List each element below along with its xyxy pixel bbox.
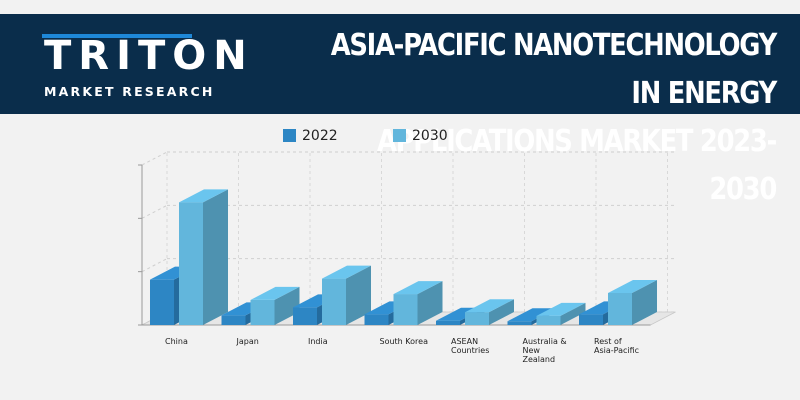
- bar-top-2030-3: [393, 281, 443, 295]
- logo-wordmark: TRITON: [44, 33, 254, 79]
- bar-side-2030-5: [560, 302, 586, 325]
- gridline-side: [141, 258, 168, 273]
- bar-top-2030-4: [465, 299, 514, 313]
- header-banner: TRITON MARKET RESEARCH ASIA-PACIFIC NANO…: [0, 14, 800, 207]
- bar-top-2030-0: [179, 189, 228, 203]
- bar-top-2022-5: [507, 308, 557, 322]
- bar-2022-5: [507, 321, 532, 325]
- bar-2030-2: [322, 278, 346, 325]
- bar-2022-6: [579, 314, 603, 325]
- bar-side-2030-4: [489, 299, 514, 325]
- x-tick-label: Japan: [236, 337, 259, 346]
- bar-2030-4: [465, 312, 489, 325]
- title-line-1: ASIA-PACIFIC NANOTECHNOLOGY IN ENERGY: [330, 28, 778, 111]
- legend-swatch-2022: [283, 129, 296, 142]
- bar-2030-0: [179, 202, 203, 325]
- legend-label-2022: 2022: [302, 128, 338, 144]
- gridline-side: [141, 204, 168, 219]
- x-tick-label: South Korea: [379, 337, 428, 346]
- bar-2022-3: [364, 314, 389, 325]
- bar-2030-1: [250, 299, 275, 325]
- x-tick-label: Australia & New Zealand: [522, 337, 567, 364]
- logo-accent-bar: [42, 34, 192, 38]
- bar-side-2030-6: [632, 280, 657, 325]
- bar-top-2030-6: [608, 280, 657, 293]
- legend-item-2030: 2030: [393, 128, 448, 144]
- page-title: ASIA-PACIFIC NANOTECHNOLOGY IN ENERGY AP…: [312, 22, 778, 214]
- gridline-side: [141, 151, 168, 166]
- x-tick-label: ASEAN Countries: [451, 337, 490, 355]
- bar-side-2030-2: [346, 265, 371, 325]
- x-tick-label: Rest of Asia-Pacific: [594, 337, 640, 355]
- x-tick-label: India: [308, 337, 328, 346]
- bar-side-2030-1: [274, 286, 300, 325]
- bar-side-2030-3: [417, 281, 443, 325]
- logo: TRITON MARKET RESEARCH: [40, 14, 247, 114]
- title-line-2: APPLICATIONS MARKET 2023-2030: [377, 124, 777, 207]
- bar-side-2030-0: [203, 189, 228, 325]
- bar-2030-3: [393, 294, 418, 325]
- bar-2022-1: [221, 315, 246, 325]
- bar-2022-4: [436, 320, 460, 325]
- legend-swatch-2030: [393, 129, 406, 142]
- legend-item-2022: 2022: [283, 128, 338, 144]
- bar-2030-6: [608, 293, 632, 325]
- bar-top-2030-5: [536, 302, 586, 316]
- logo-subtitle: MARKET RESEARCH: [44, 84, 215, 99]
- x-tick-label: China: [165, 337, 188, 346]
- legend-label-2030: 2030: [412, 128, 448, 144]
- bar-top-2030-2: [322, 265, 371, 279]
- bar-2030-5: [536, 315, 561, 325]
- bar-2022-0: [150, 279, 174, 325]
- bar-2022-2: [293, 307, 317, 325]
- bar-top-2030-1: [250, 286, 300, 300]
